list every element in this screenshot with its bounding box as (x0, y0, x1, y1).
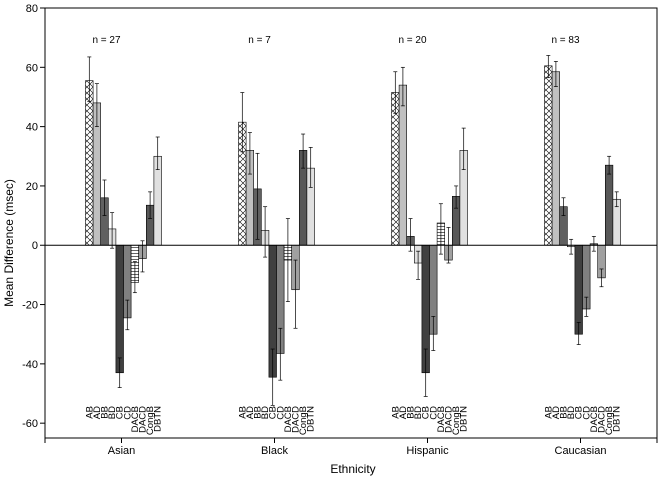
bar (574, 244, 583, 335)
y-tick-label: 0 (32, 240, 38, 252)
group-n-label: n = 20 (398, 35, 427, 46)
group-n-label: n = 27 (92, 35, 121, 46)
series-label: DACD (597, 406, 608, 433)
series-label: AB (237, 406, 248, 419)
y-tick-label: -40 (22, 359, 38, 371)
series-label: AD (245, 406, 256, 419)
y-axis: -60 -40 -20 0 20 40 60 80 (22, 3, 45, 430)
series-label: DACD (138, 406, 149, 433)
series-label: DACB (283, 406, 294, 432)
y-tick-label: 80 (26, 3, 38, 15)
series-label: CD (581, 406, 592, 420)
x-tick-label: Asian (108, 445, 136, 457)
series-label: BB (406, 406, 417, 419)
plot-frame (44, 7, 658, 439)
series-label: CongB (451, 406, 462, 435)
bar (391, 92, 400, 246)
series-label: AB (84, 406, 95, 419)
y-tick-label: 20 (26, 181, 38, 193)
series-label: CB (115, 406, 126, 419)
x-axis-title: Ethnicity (330, 462, 375, 476)
series-label: AB (543, 406, 554, 419)
series-label: CB (268, 406, 279, 419)
y-tick-label: -60 (22, 418, 38, 430)
series-label: AB (390, 406, 401, 419)
series-label: CongB (145, 406, 156, 435)
series-label: AD (398, 406, 409, 419)
series-label: DACB (589, 406, 600, 432)
x-tick-label: Black (261, 445, 288, 457)
series-label: BD (260, 406, 271, 419)
y-tick-label: 40 (26, 122, 38, 134)
bar (85, 80, 94, 246)
series-label: CB (574, 406, 585, 419)
series-label: CongB (604, 406, 615, 435)
bar (604, 164, 614, 246)
series-label: DBTN (459, 406, 470, 432)
group-n-label: n = 83 (551, 35, 580, 46)
x-tick-label: Caucasian (555, 445, 607, 457)
group-n-label: n = 7 (248, 35, 271, 46)
series-label: DACB (130, 406, 141, 432)
series-label: CongB (298, 406, 309, 435)
bars (85, 55, 621, 406)
series-label: CB (421, 406, 432, 419)
series-label: AD (551, 406, 562, 419)
bar (551, 71, 560, 246)
series-label: CD (428, 406, 439, 420)
series-label: BB (100, 406, 111, 419)
series-label: DACD (444, 406, 455, 433)
x-axis: Asian Black Hispanic Caucasian (44, 438, 658, 457)
bar (398, 84, 408, 246)
x-tick-label: Hispanic (406, 445, 449, 457)
bar (115, 244, 124, 374)
y-tick-label: 60 (26, 62, 38, 74)
y-tick-label: -20 (22, 300, 38, 312)
series-label: CD (275, 406, 286, 420)
y-axis-title: Mean Difference (msec) (2, 179, 16, 307)
series-label: BD (566, 406, 577, 419)
series-label: DBTN (153, 406, 164, 432)
series-label: CD (122, 406, 133, 420)
series-label: DBTN (612, 406, 623, 432)
series-label: AD (92, 406, 103, 419)
series-label: BD (413, 406, 424, 419)
series-label: DBTN (306, 406, 317, 432)
bar (544, 65, 553, 246)
series-label: DACB (436, 406, 447, 432)
series-label: BD (107, 406, 118, 419)
series-label: DACD (291, 406, 302, 433)
series-label: BB (559, 406, 570, 419)
series-label: BB (253, 406, 264, 419)
